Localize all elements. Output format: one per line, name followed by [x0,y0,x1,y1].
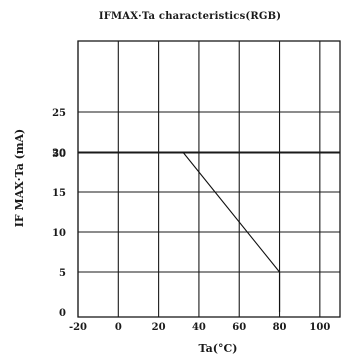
x-tick-label: 80 [273,322,287,333]
y-axis-label: IF MAX·Ta (mA) [13,129,26,228]
y-tick-label: 5 [59,268,66,279]
x-axis-label: Ta(°C) [199,342,238,355]
grid [77,41,340,317]
x-tick-labels: -20 0 20 40 60 80 100 [69,322,330,333]
x-tick-label: 20 [152,322,166,333]
y-tick-labels: 0 5 10 15 20 25 50 [52,108,66,319]
x-tick-label: 0 [115,322,122,333]
plot-frame [77,40,341,318]
y-tick-label: 20 [52,148,66,159]
chart-title: IFMAX·Ta characteristics(RGB) [99,11,281,22]
series-lines [182,151,281,312]
x-tick-label: 40 [192,322,206,333]
y-tick-label: 0 [59,308,66,319]
y-tick-label: 50 [52,149,66,160]
x-tick-label: 60 [232,322,246,333]
y-tick-label: 10 [52,228,66,239]
x-tick-label: -20 [69,322,87,333]
x-tick-label: 100 [309,322,330,333]
y-tick-label: 15 [52,188,66,199]
y-tick-label: 25 [52,108,66,119]
